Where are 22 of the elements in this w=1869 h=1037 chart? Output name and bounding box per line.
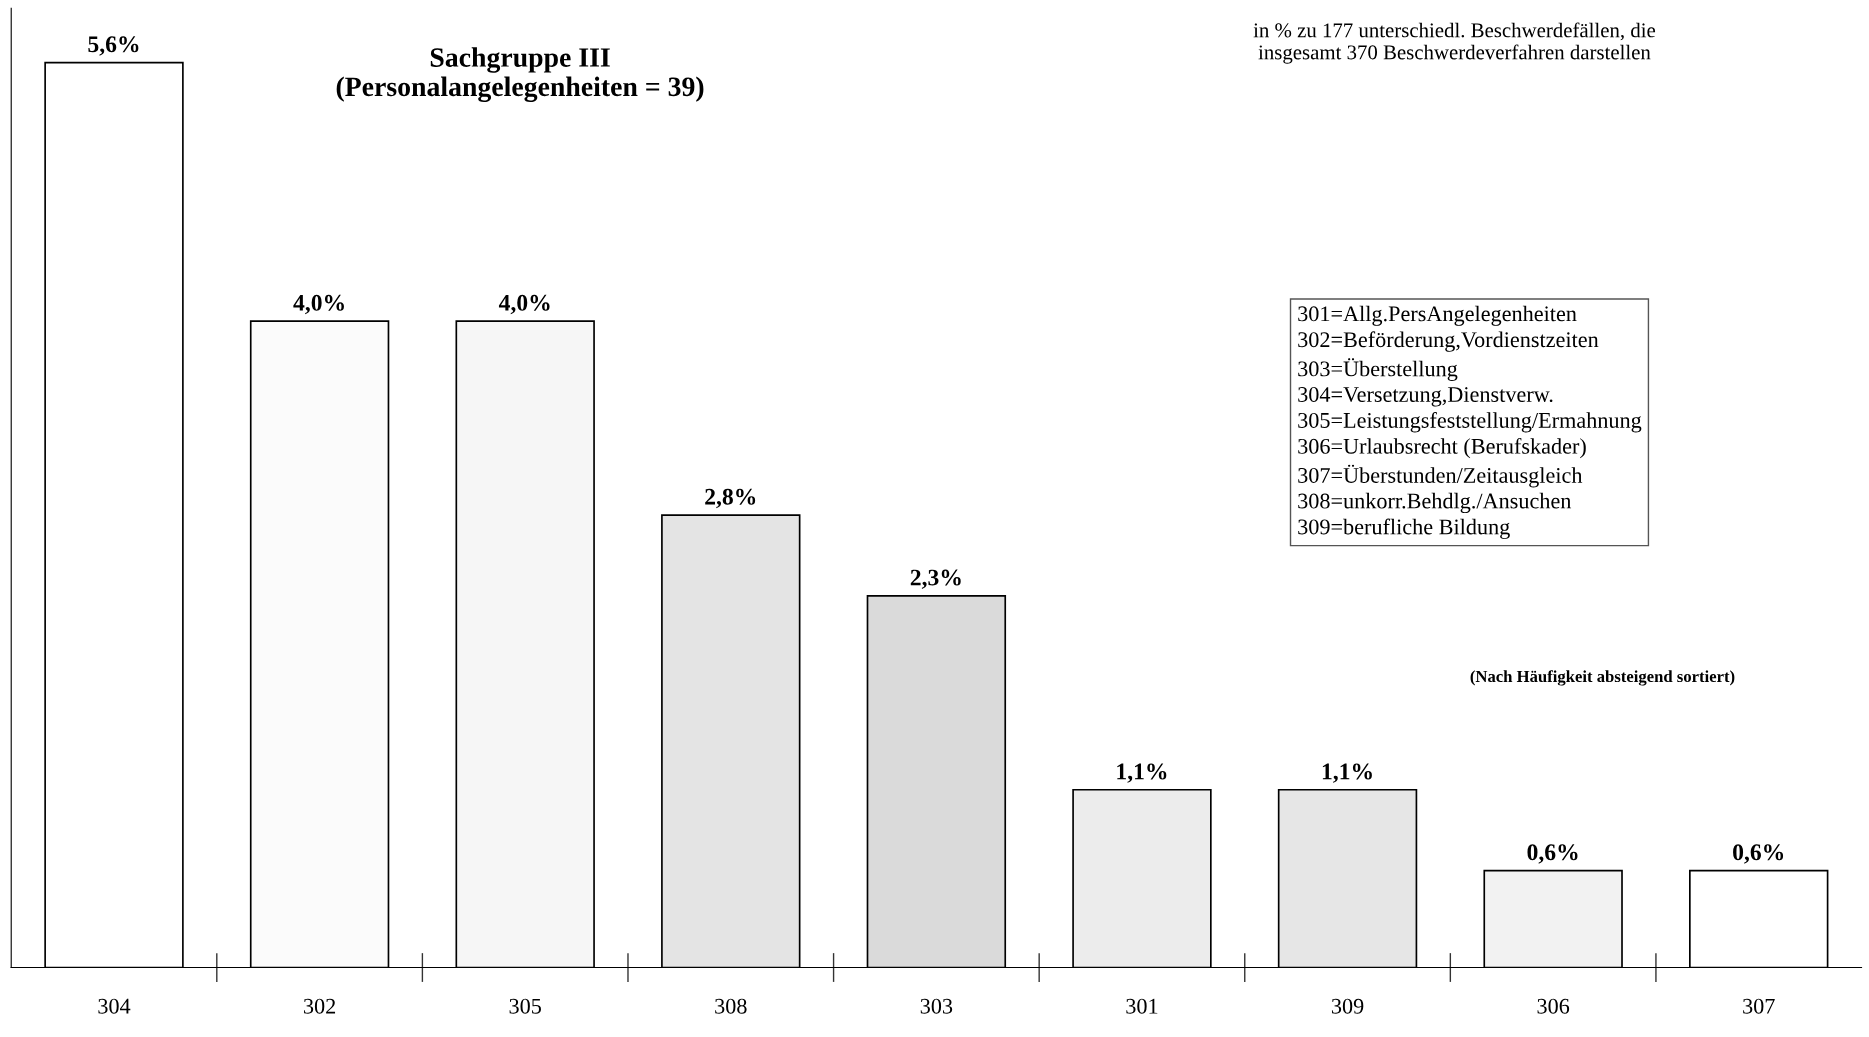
x-tick-label: 303 <box>920 998 953 1014</box>
data-label: 2,8% <box>705 488 756 509</box>
annotation: in % zu 177 unterschiedl. Beschwerdefällen, die insgesamt 370 Beschwerdeverfahren darstellen <box>1253 22 1656 64</box>
data-label: 1,1% <box>1117 763 1167 783</box>
chart-title: Sachgruppe III (Personalangelegenheiten = 39) <box>336 47 704 103</box>
x-tick-label: 304 <box>98 998 131 1014</box>
x-tick-label: 301 <box>1126 998 1158 1014</box>
data-label: 2,3% <box>910 569 961 589</box>
data-label: 5,6% <box>88 36 139 56</box>
x-tick-label: 307 <box>1743 998 1775 1014</box>
data-label: 4,0% <box>498 294 550 315</box>
data-label: 0,6% <box>1527 844 1578 864</box>
x-tick-label: 306 <box>1537 998 1570 1014</box>
data-label: 4,0% <box>293 294 344 315</box>
x-tick-label: 305 <box>509 998 541 1014</box>
text: 301=Allg.PersAngelegenheiten 302=Beförderung,Vordienstzeiten 303=Überstellung 304=Versetzung,Dienstverw. 305=Leistungsfeststellung/Ermahnung 306=Urlaubsrecht (Berufskader) 307=Überstunden/Zeitausgleich 308=unkorr.Behdlg./Ansuchen 309=berufliche Bildung <box>1298 305 1642 539</box>
x-tick-label: 302 <box>303 998 336 1014</box>
x-tick-label: 309 <box>1331 998 1364 1014</box>
annotation: (Nach Häufigkeit absteigend sortiert) <box>1470 670 1735 686</box>
data-label: 0,6% <box>1733 844 1784 864</box>
data-label: 1,1% <box>1322 763 1372 783</box>
x-tick-label: 308 <box>715 998 747 1014</box>
